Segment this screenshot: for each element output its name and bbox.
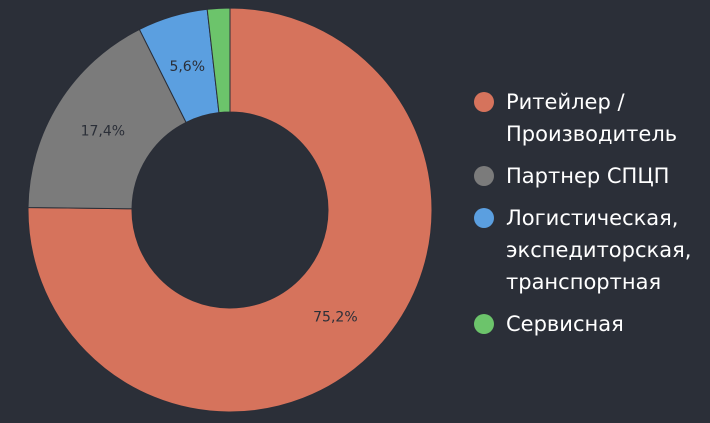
slice-retailer xyxy=(27,7,433,413)
legend-item-service: Сервисная xyxy=(474,308,704,340)
data-label-logistics: 5,6% xyxy=(169,59,205,75)
donut-svg: 75,2% 17,4% 5,6% xyxy=(27,7,433,413)
slice-partner xyxy=(27,28,187,210)
legend-item-logistics: Логистическая, экспедиторская, транспорт… xyxy=(474,202,704,298)
legend-item-partner: Партнер СПЦП xyxy=(474,160,704,192)
legend-swatch-service xyxy=(474,314,494,334)
legend-swatch-logistics xyxy=(474,208,494,228)
donut-chart: 75,2% 17,4% 5,6% xyxy=(27,7,433,413)
legend-label-partner: Партнер СПЦП xyxy=(506,164,670,188)
slice-service xyxy=(206,7,231,114)
legend-label-logistics: Логистическая, экспедиторская, транспорт… xyxy=(506,206,692,294)
legend-label-retailer: Ритейлер / Производитель xyxy=(506,90,678,146)
legend: Ритейлер / Производитель Партнер СПЦП Ло… xyxy=(474,86,704,350)
data-label-partner: 17,4% xyxy=(81,123,125,139)
legend-swatch-retailer xyxy=(474,92,494,112)
data-label-retailer: 75,2% xyxy=(313,310,357,326)
legend-item-retailer: Ритейлер / Производитель xyxy=(474,86,704,150)
legend-swatch-partner xyxy=(474,166,494,186)
legend-label-service: Сервисная xyxy=(506,312,624,336)
